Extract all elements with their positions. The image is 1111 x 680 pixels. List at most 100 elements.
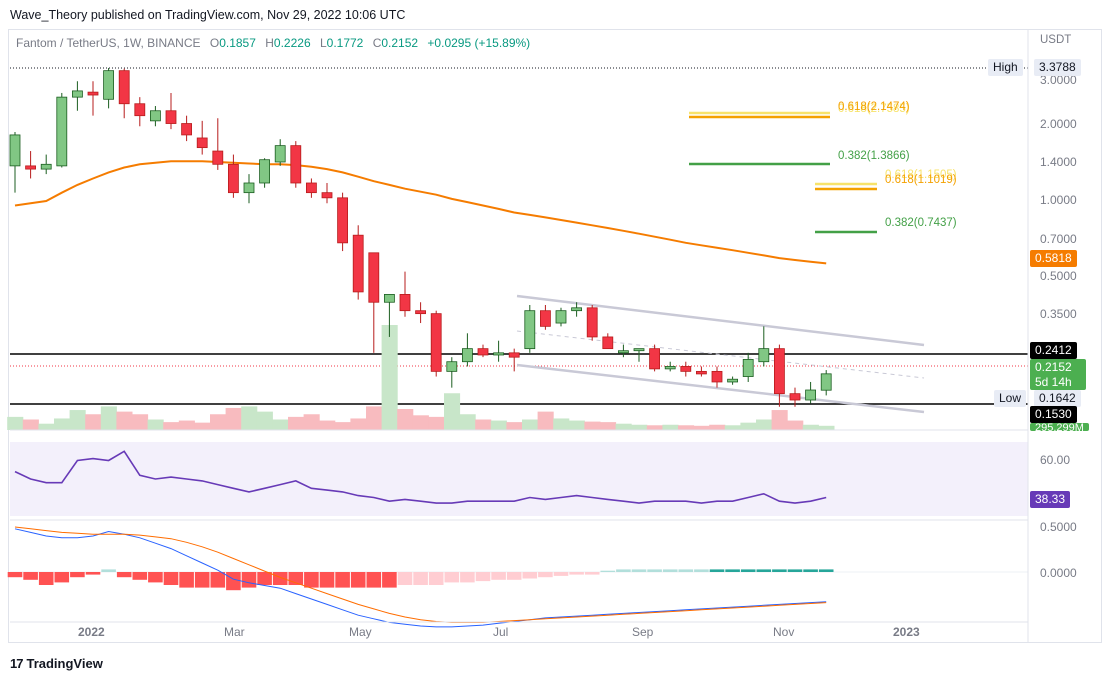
macd-bar [397, 572, 413, 585]
volume-bar [771, 410, 788, 430]
candle-body [555, 310, 567, 324]
signal-line [14, 526, 827, 623]
candle-body [758, 348, 770, 363]
macd-bar [694, 569, 709, 572]
volume-bar [818, 425, 835, 430]
fib-levels: 0.618(2.7585) 0.618(2.1474) 0.382(1.3866… [689, 101, 957, 234]
candles [9, 68, 832, 407]
chart-frame [8, 29, 1102, 643]
macd-bar [366, 572, 382, 588]
macd-bar [803, 569, 818, 572]
volume-area [7, 325, 835, 430]
candle [696, 366, 707, 377]
candle [87, 81, 99, 116]
time-label: 2023 [893, 625, 920, 639]
macd-bar [600, 570, 616, 572]
fib-label-gold-back-upper: 0.618(2.7585) [838, 103, 910, 115]
candle-body [571, 307, 582, 312]
candle [508, 348, 520, 372]
volume-bar [147, 419, 164, 430]
symbol-legend[interactable]: Fantom / TetherUS, 1W, BINANCE O0.1857 H… [16, 36, 530, 50]
candle [290, 141, 302, 188]
volume-bar [428, 416, 445, 430]
candle-body [415, 310, 427, 315]
macd-bar [304, 572, 319, 588]
candle [586, 304, 598, 341]
ema-line [14, 160, 827, 265]
candle [805, 381, 816, 404]
volume-bar [163, 422, 180, 430]
volume-bar [537, 411, 554, 430]
candle-body [149, 110, 161, 122]
candle [352, 225, 364, 300]
volume-bar [600, 422, 617, 430]
candle-body [212, 150, 224, 165]
support-top-tag: 0.2412 [1030, 342, 1077, 359]
candle [227, 154, 239, 198]
candle [524, 304, 536, 353]
price-tick: 1.4000 [1040, 155, 1077, 169]
macd-bar [413, 572, 428, 585]
candle [727, 376, 738, 385]
volume-bar [709, 424, 726, 430]
support-bottom-tag: 0.1530 [1030, 406, 1077, 423]
volume-bar [678, 425, 695, 430]
candle-body [383, 294, 395, 303]
candle-body [40, 163, 52, 170]
close-label: C [372, 36, 382, 50]
macd-bar [226, 572, 241, 591]
rsi-band [10, 442, 1028, 516]
candle-body [337, 197, 349, 244]
macd-bar [725, 569, 740, 572]
rsi-tick: 60.00 [1040, 453, 1070, 467]
open-label: O [209, 36, 220, 50]
volume-bar [553, 418, 570, 430]
candle-body [430, 313, 442, 372]
fib-label-gold-upper: 0.618(2.1474) [838, 101, 910, 113]
candle [181, 115, 193, 142]
macd-tick: 0.0000 [1040, 566, 1077, 580]
macd-bar [460, 572, 475, 583]
macd-bar [148, 572, 163, 583]
volume-bar [631, 424, 648, 430]
macd-bar [756, 569, 772, 572]
candle-body [274, 145, 286, 163]
macd-bar [553, 572, 569, 576]
candle [196, 120, 208, 155]
candle [9, 131, 21, 193]
price-tick: 2.0000 [1040, 117, 1077, 131]
candle-body [493, 352, 505, 356]
volume-bar [568, 420, 585, 430]
fib-label-green-upper: 0.382(1.3866) [838, 150, 910, 162]
countdown-value: 5d 14h [1035, 375, 1072, 389]
candle-body [711, 370, 723, 383]
candle-body [664, 366, 676, 370]
candle-body [524, 310, 536, 350]
candle-body [103, 70, 114, 100]
volume-bar [381, 325, 398, 430]
symbol-name[interactable]: Fantom / TetherUS, 1W, BINANCE [16, 36, 201, 50]
volume-bar [787, 420, 804, 430]
volume-bar [475, 419, 492, 430]
volume-bar [85, 414, 102, 430]
candle-body [461, 348, 473, 363]
macd-bar [23, 572, 38, 580]
volume-bar [272, 419, 289, 430]
candle-body [9, 134, 21, 167]
macd-bar [631, 569, 647, 572]
candle-body [72, 90, 83, 98]
candle [649, 344, 660, 372]
macd-bar [538, 572, 553, 578]
candle [415, 302, 427, 324]
candle [72, 81, 83, 111]
macd-bar [85, 572, 101, 575]
candle [118, 68, 130, 119]
volume-bar [646, 425, 663, 430]
candle [212, 118, 224, 170]
candle-body [321, 192, 333, 199]
volume-bar [615, 423, 632, 430]
candle [446, 357, 458, 388]
candle [461, 333, 473, 367]
tradingview-logo[interactable]: 17 TradingView [10, 656, 103, 671]
